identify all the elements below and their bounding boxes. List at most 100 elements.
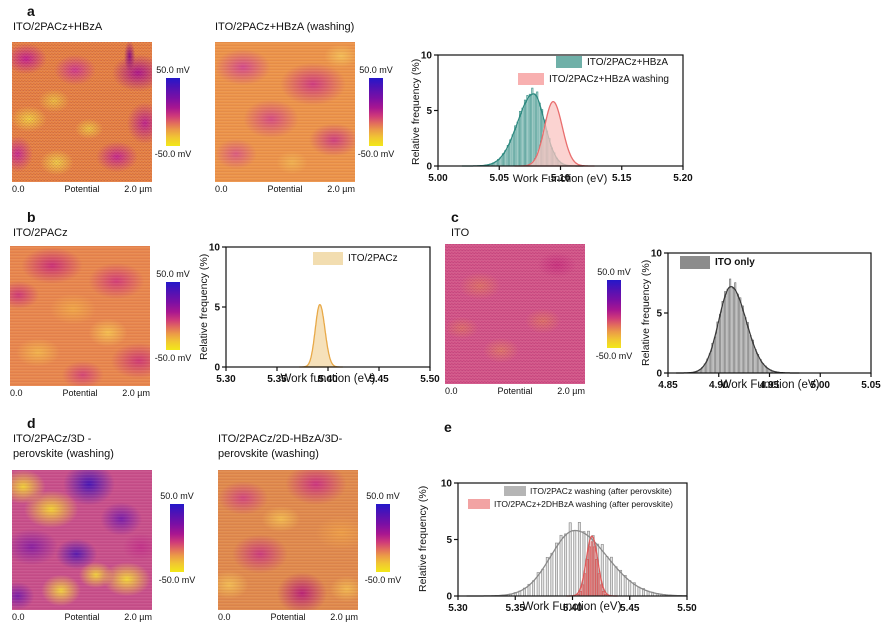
svg-text:5: 5: [214, 303, 220, 314]
svg-text:5.50: 5.50: [420, 374, 440, 385]
colorbar-gradient: [369, 78, 383, 146]
y-axis-label-a: Relative frequency (%): [410, 58, 422, 166]
legend-label: ITO/2PACz: [348, 253, 398, 264]
image-scale-b1: 0.0 Potential 2.0 µm: [10, 388, 150, 400]
svg-text:10: 10: [209, 243, 221, 254]
image-title-d2-line2: perovskite (washing): [218, 448, 319, 460]
legend-swatch: [313, 252, 343, 265]
histogram-chart-e: 0 5 10 5.30 5.35 5.40 5.45 5.50: [441, 479, 697, 615]
svg-text:5.15: 5.15: [612, 173, 632, 184]
legend-swatch: [504, 486, 526, 496]
histogram-chart-b: 0 5 10 5.30 5.35 5.40 5.45 5.50: [209, 243, 440, 386]
svg-text:5: 5: [656, 309, 662, 320]
svg-text:4.90: 4.90: [709, 380, 729, 391]
scale-right: 2.0 µm: [557, 386, 585, 396]
image-title-b1: ITO/2PACz: [13, 227, 68, 239]
svg-text:5.30: 5.30: [216, 374, 236, 385]
y-axis-label-c: Relative frequency (%): [640, 259, 652, 367]
image-scale-a1: 0.0 Potential 2.0 µm: [12, 184, 152, 196]
svg-text:5.00: 5.00: [428, 173, 448, 184]
legend-c-item-1: ITO only: [680, 256, 755, 269]
y-axis-label-b: Relative frequency (%): [198, 253, 210, 361]
colorbar-top-label: 50.0 mV: [366, 491, 400, 501]
colorbar-bottom-label: -50.0 mV: [595, 351, 633, 361]
colorbar-gradient: [170, 504, 184, 572]
legend-swatch: [518, 73, 544, 85]
kpfm-map-d1: [12, 470, 152, 610]
scale-left: 0.0: [218, 612, 231, 622]
scale-left: 0.0: [215, 184, 228, 194]
scale-right: 2.0 µm: [122, 388, 150, 398]
scale-center: Potential: [64, 184, 100, 194]
legend-a-item-2: ITO/2PACz+HBzA washing: [518, 73, 669, 85]
svg-text:0: 0: [214, 363, 220, 374]
legend-label: ITO/2PACz+HBzA washing: [549, 73, 669, 85]
svg-text:5.10: 5.10: [551, 173, 571, 184]
image-title-d1-line2: perovskite (washing): [13, 448, 114, 460]
scale-right: 2.0 µm: [124, 184, 152, 194]
svg-text:0: 0: [656, 369, 662, 380]
legend-b-item-1: ITO/2PACz: [313, 252, 398, 265]
colorbar-gradient: [166, 78, 180, 146]
colorbar-bottom-label: -50.0 mV: [364, 575, 402, 585]
x-axis-label-c: Work Function (eV): [720, 379, 820, 391]
kpfm-map-a1: [12, 42, 152, 182]
panel-c-label: c: [451, 209, 459, 225]
svg-text:4.95: 4.95: [760, 380, 780, 391]
colorbar-b1: 50.0 mV -50.0 mV: [143, 268, 203, 364]
colorbar-bottom-label: -50.0 mV: [154, 353, 192, 363]
legend-e-item-2: ITO/2PACz+2DHBzA washing (after perovski…: [468, 499, 673, 509]
svg-text:5.05: 5.05: [490, 173, 510, 184]
colorbar-a2: 50.0 mV -50.0 mV: [346, 64, 406, 160]
image-scale-d1: 0.0 Potential 2.0 µm: [12, 612, 152, 624]
colorbar-gradient: [607, 280, 621, 348]
histogram-chart-c: 0 5 10 4.85 4.90 4.95 5.00 5.05: [651, 249, 881, 392]
image-scale-c1: 0.0 Potential 2.0 µm: [445, 386, 585, 398]
svg-text:4.85: 4.85: [658, 380, 678, 391]
kpfm-map-d2: [218, 470, 358, 610]
colorbar-d2: 50.0 mV -50.0 mV: [353, 490, 413, 586]
colorbar-a1: 50.0 mV -50.0 mV: [143, 64, 203, 160]
svg-text:5.45: 5.45: [620, 603, 640, 614]
kpfm-map-b1: [10, 246, 150, 386]
colorbar-top-label: 50.0 mV: [359, 65, 393, 75]
legend-label: ITO/2PACz washing (after perovskite): [530, 486, 672, 496]
image-title-d1-line1: ITO/2PACz/3D -: [13, 433, 92, 445]
image-scale-d2: 0.0 Potential 2.0 µm: [218, 612, 358, 624]
colorbar-bottom-label: -50.0 mV: [154, 149, 192, 159]
svg-text:5.20: 5.20: [673, 173, 693, 184]
colorbar-gradient: [376, 504, 390, 572]
svg-text:5.50: 5.50: [677, 603, 697, 614]
image-scale-a2: 0.0 Potential 2.0 µm: [215, 184, 355, 196]
colorbar-top-label: 50.0 mV: [156, 269, 190, 279]
scale-right: 2.0 µm: [124, 612, 152, 622]
svg-text:5.00: 5.00: [811, 380, 831, 391]
colorbar-top-label: 50.0 mV: [597, 267, 631, 277]
kpfm-map-c1: [445, 244, 585, 384]
svg-text:10: 10: [441, 479, 453, 490]
histogram-chart-a: 0 5 10 5.00 5.05 5.10 5.15 5.20: [421, 51, 693, 185]
image-title-a2: ITO/2PACz+HBzA (washing): [215, 21, 355, 33]
x-axis-label-a: Work Function (eV): [512, 173, 608, 185]
svg-text:5: 5: [446, 535, 452, 546]
svg-text:5.35: 5.35: [506, 603, 526, 614]
svg-text:10: 10: [421, 51, 433, 62]
svg-text:5.45: 5.45: [369, 374, 389, 385]
legend-swatch: [468, 499, 490, 509]
svg-text:5: 5: [426, 106, 432, 117]
legend-swatch: [680, 256, 710, 269]
scale-right: 2.0 µm: [327, 184, 355, 194]
colorbar-c1: 50.0 mV -50.0 mV: [584, 266, 644, 362]
x-axis-label-b: Work function (eV): [280, 373, 376, 385]
scale-center: Potential: [64, 612, 100, 622]
panel-a-label: a: [27, 3, 35, 19]
scale-left: 0.0: [10, 388, 23, 398]
svg-text:10: 10: [651, 249, 663, 260]
scale-right: 2.0 µm: [330, 612, 358, 622]
image-title-d2-line1: ITO/2PACz/2D-HBzA/3D-: [218, 433, 343, 445]
panel-b-label: b: [27, 209, 36, 225]
scale-left: 0.0: [12, 184, 25, 194]
colorbar-bottom-label: -50.0 mV: [158, 575, 196, 585]
colorbar-d1: 50.0 mV -50.0 mV: [147, 490, 207, 586]
